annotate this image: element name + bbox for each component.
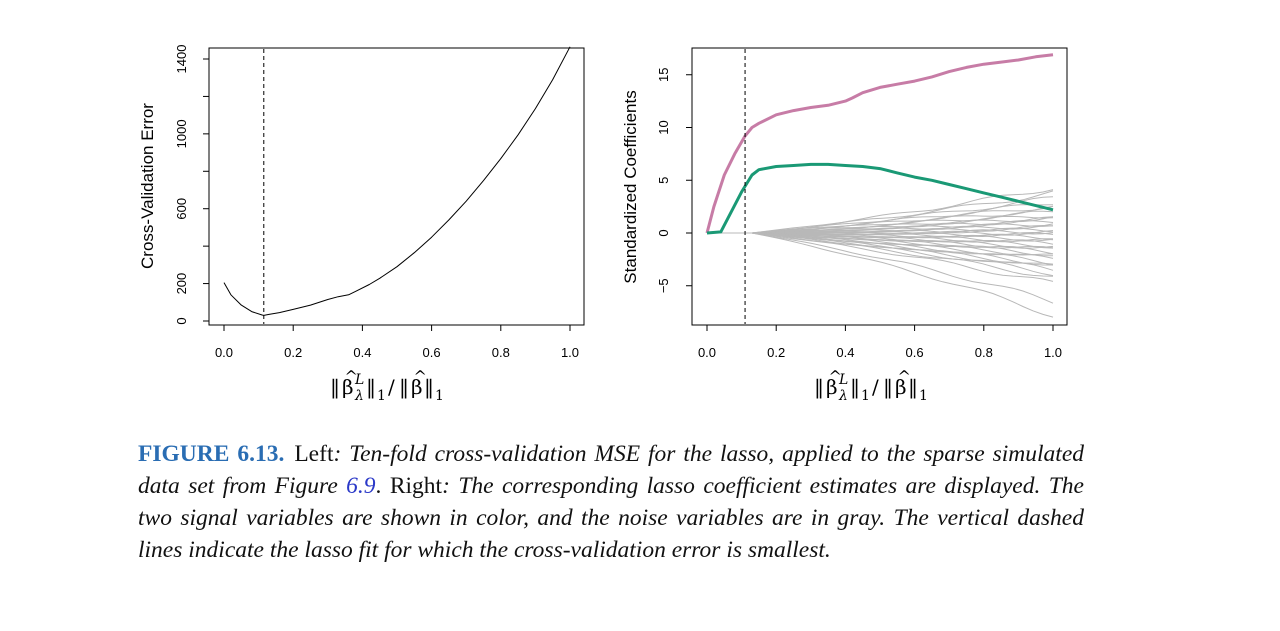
caption-text-part3: : The corresponding lasso coefficient es… [138,473,1084,563]
left-panel-cv-error: 0.0 0.2 0.4 0.6 0.8 1.0 0 200 600 1000 1400 Cross… [138,45,585,404]
svg-text:1: 1 [435,388,444,404]
svg-text:L: L [354,372,364,388]
left-x-tick-label: 0.8 [492,345,510,360]
left-plot-frame [208,47,585,326]
right-x-tick-label: 0.8 [975,345,993,360]
right-x-axis-title: ‖ β ^ L λ ‖ 1 / ‖ β ^ ‖ 1 [814,367,928,404]
svg-text:β: β [411,375,423,399]
right-y-tick-label: 5 [656,177,671,184]
noise-coefficient-line [751,232,1054,241]
left-x-axis: 0.0 0.2 0.4 0.6 0.8 1.0 [215,325,579,360]
svg-text:‖: ‖ [814,375,824,400]
right-y-tick-label: −5 [656,278,671,293]
svg-text:/: / [872,375,879,399]
noise-coefficient-line [751,232,1054,282]
left-x-tick-label: 0.0 [215,345,233,360]
right-x-tick-label: 1.0 [1044,345,1062,360]
svg-text:^: ^ [898,367,911,386]
right-x-tick-label: 0.2 [767,345,785,360]
caption-left-word: Left [294,441,334,467]
noise-coefficient-line [751,232,1054,277]
svg-text:/: / [388,375,395,399]
svg-text:1: 1 [377,388,386,404]
left-x-tick-label: 1.0 [561,345,579,360]
right-x-tick-label: 0.6 [906,345,924,360]
lasso-figure: 0.0 0.2 0.4 0.6 0.8 1.0 0 200 600 1000 1400 Cross… [138,45,1068,404]
noise-coefficient-line [751,232,1054,266]
right-y-tick-label: 0 [656,229,671,236]
svg-text:‖: ‖ [850,375,860,400]
noise-coefficient-line [751,232,1054,304]
left-x-axis-title: ‖ β ^ L λ ‖ 1 / ‖ β ^ ‖ 1 [330,367,444,404]
svg-text:β: β [342,375,354,399]
svg-text:1: 1 [919,388,928,404]
svg-text:β: β [895,375,907,399]
noise-coefficient-line [751,219,1054,234]
left-y-axis-title: Cross-Validation Error [138,103,157,269]
cv-error-line [223,46,571,316]
left-x-tick-label: 0.6 [423,345,441,360]
svg-text:^: ^ [829,367,842,386]
left-y-tick-label: 200 [174,273,189,295]
noise-coefficient-line [751,215,1054,234]
right-panel-coefficients: 0.0 0.2 0.4 0.6 0.8 1.0 −5 0 5 10 15 Standardized… [621,47,1068,404]
noise-coefficient-line [751,232,1054,318]
noise-coefficient-line [751,232,1054,249]
noise-coefficient-line [751,189,1054,234]
noise-coefficient-line [751,232,1054,277]
svg-text:β: β [826,375,838,399]
right-y-tick-label: 15 [656,68,671,82]
right-y-axis-title: Standardized Coefficients [621,90,640,283]
left-x-tick-label: 0.2 [284,345,302,360]
svg-text:L: L [838,372,848,388]
figure-caption: FIGURE 6.13. Left: Ten-fold cross-validat… [138,438,1084,566]
left-y-tick-label: 600 [174,198,189,220]
svg-text:^: ^ [414,367,427,386]
caption-text-part1: : Ten-fold cross-validation MSE for the … [138,441,1084,499]
svg-text:λ: λ [354,388,364,404]
signal-coefficient-line-2 [706,162,1054,235]
noise-coefficient-line [752,227,1054,234]
right-noise-series-group [707,189,1054,318]
svg-text:‖: ‖ [366,375,376,400]
left-y-tick-label: 1000 [174,119,189,148]
svg-text:‖: ‖ [883,375,893,400]
svg-text:‖: ‖ [908,375,918,400]
right-y-axis: −5 0 5 10 15 [656,68,692,293]
right-plot-frame [691,47,1068,326]
left-y-tick-label: 0 [174,317,189,324]
left-series-group [223,46,571,316]
svg-text:‖: ‖ [399,375,409,400]
figure-label: FIGURE 6.13. [138,441,285,467]
right-y-tick-label: 10 [656,120,671,134]
svg-text:^: ^ [345,367,358,386]
caption-text-part2: . [375,473,390,499]
left-y-tick-label: 1400 [174,45,189,74]
caption-right-word: Right [389,473,443,499]
left-x-tick-label: 0.4 [353,345,371,360]
svg-text:‖: ‖ [424,375,434,400]
svg-text:λ: λ [838,388,848,404]
right-x-axis: 0.0 0.2 0.4 0.6 0.8 1.0 [698,325,1062,360]
svg-text:1: 1 [861,388,870,404]
noise-coefficient-line [751,204,1054,234]
right-x-tick-label: 0.0 [698,345,716,360]
svg-text:‖: ‖ [330,375,340,400]
figure-reference-link[interactable]: 6.9 [346,473,376,499]
left-y-axis: 0 200 600 1000 1400 [174,45,209,325]
noise-coefficient-line [751,232,1054,255]
right-x-tick-label: 0.4 [836,345,854,360]
